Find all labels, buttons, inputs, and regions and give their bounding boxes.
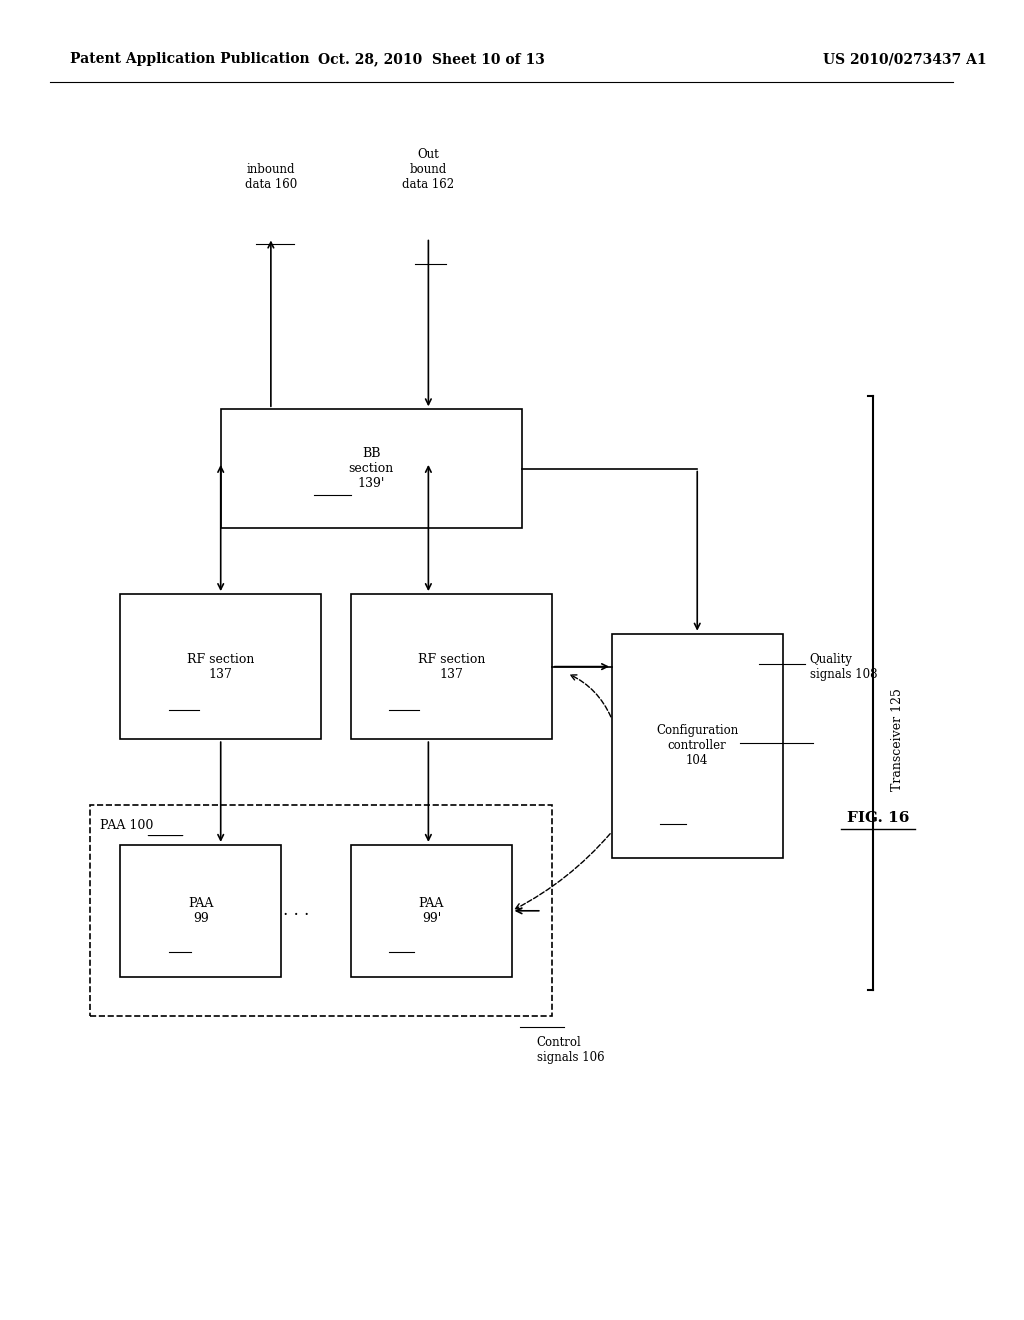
FancyBboxPatch shape bbox=[121, 594, 322, 739]
Text: . . .: . . . bbox=[283, 903, 309, 919]
FancyBboxPatch shape bbox=[221, 409, 521, 528]
Text: PAA
99: PAA 99 bbox=[188, 896, 213, 925]
Text: inbound
data 160: inbound data 160 bbox=[245, 164, 297, 191]
Text: PAA 100: PAA 100 bbox=[100, 818, 154, 832]
Text: Quality
signals 108: Quality signals 108 bbox=[810, 652, 878, 681]
Text: Out
bound
data 162: Out bound data 162 bbox=[402, 148, 455, 191]
Text: Patent Application Publication: Patent Application Publication bbox=[71, 53, 310, 66]
FancyBboxPatch shape bbox=[121, 845, 281, 977]
Text: Oct. 28, 2010  Sheet 10 of 13: Oct. 28, 2010 Sheet 10 of 13 bbox=[317, 53, 545, 66]
FancyBboxPatch shape bbox=[351, 845, 512, 977]
Text: Configuration
controller
104: Configuration controller 104 bbox=[656, 725, 738, 767]
Text: FIG. 16: FIG. 16 bbox=[847, 812, 909, 825]
Text: RF section
137: RF section 137 bbox=[187, 652, 254, 681]
Text: BB
section
139': BB section 139' bbox=[348, 447, 394, 490]
FancyBboxPatch shape bbox=[612, 634, 782, 858]
Text: Transceiver 125: Transceiver 125 bbox=[891, 688, 904, 791]
Text: RF section
137: RF section 137 bbox=[418, 652, 485, 681]
FancyBboxPatch shape bbox=[351, 594, 552, 739]
Text: Control
signals 106: Control signals 106 bbox=[537, 1036, 604, 1064]
Text: US 2010/0273437 A1: US 2010/0273437 A1 bbox=[822, 53, 986, 66]
Text: PAA
99': PAA 99' bbox=[419, 896, 444, 925]
